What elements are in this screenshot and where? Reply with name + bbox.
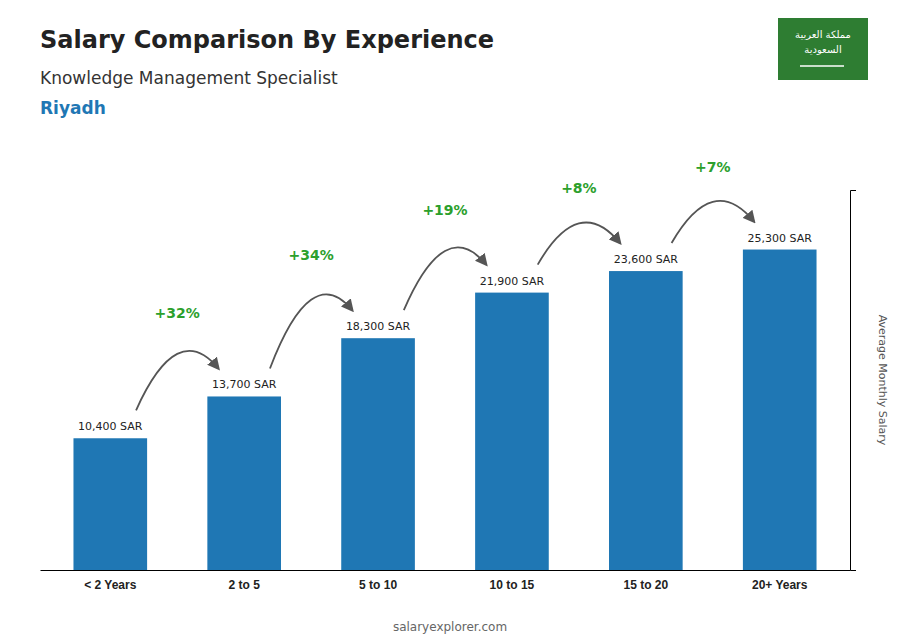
data-label: 23,600 SAR xyxy=(614,253,679,266)
bar xyxy=(743,250,817,570)
change-label: +19% xyxy=(422,202,467,218)
x-tick: 5 to 10 xyxy=(359,578,397,592)
data-label: 13,700 SAR xyxy=(212,378,277,391)
flag-text: السعودية xyxy=(804,44,841,55)
data-label: 25,300 SAR xyxy=(748,232,813,245)
x-tick-label: 15 to 20 xyxy=(623,578,668,592)
flag-sword xyxy=(800,65,844,67)
x-tick: < 2 Years xyxy=(84,578,136,592)
x-tick-label: 2 to 5 xyxy=(229,578,261,592)
x-axis-line xyxy=(41,570,851,571)
subtitle: Knowledge Management Specialist xyxy=(40,68,338,88)
change-label: +8% xyxy=(561,180,597,196)
change-arrow xyxy=(538,222,620,264)
x-tick: 20+ Years xyxy=(752,578,808,592)
bar xyxy=(341,338,415,570)
data-label: 21,900 SAR xyxy=(480,275,545,288)
flag-box: مملكة العربية السعودية xyxy=(778,18,868,80)
y-axis-line xyxy=(851,191,857,571)
x-tick-label: < 2 Years xyxy=(84,578,136,592)
change-label: +7% xyxy=(695,159,731,175)
change-arrow xyxy=(136,351,218,410)
change-annotations: +32% +34% +19% +8% +7% xyxy=(136,159,754,411)
data-label: 10,400 SAR xyxy=(78,420,143,433)
x-axis: < 2 Years 2 to 5 5 to 10 10 to 15 15 to 20 20… xyxy=(41,571,851,592)
flag-background xyxy=(778,18,868,80)
change-label: +34% xyxy=(288,247,333,263)
data-labels: 10,400 SAR 13,700 SAR 18,300 SAR 21,900 SAR… xyxy=(78,232,812,434)
x-tick: 2 to 5 xyxy=(229,578,261,592)
y-axis xyxy=(851,191,857,571)
bar xyxy=(207,396,281,570)
title: Salary Comparison By Experience xyxy=(40,26,494,54)
change-arrow xyxy=(404,247,486,310)
bar xyxy=(73,438,147,570)
bars xyxy=(73,250,816,570)
x-tick-label: 20+ Years xyxy=(752,578,808,592)
bar xyxy=(609,271,683,570)
x-tick-label: 10 to 15 xyxy=(490,578,535,592)
x-tick: 15 to 20 xyxy=(623,578,668,592)
flag-text: مملكة العربية xyxy=(795,29,851,40)
chart: Salary Comparison By Experience Knowledge… xyxy=(0,0,900,641)
y-axis-title: Average Monthly Salary xyxy=(876,315,889,446)
change-arrow xyxy=(270,294,352,368)
x-tick-label: 5 to 10 xyxy=(359,578,397,592)
city: Riyadh xyxy=(40,98,106,118)
change-arrow xyxy=(672,201,754,243)
footer: salaryexplorer.com xyxy=(393,620,507,634)
bar xyxy=(475,293,549,570)
x-tick: 10 to 15 xyxy=(490,578,535,592)
data-label: 18,300 SAR xyxy=(346,320,411,333)
change-label: +32% xyxy=(155,305,200,321)
